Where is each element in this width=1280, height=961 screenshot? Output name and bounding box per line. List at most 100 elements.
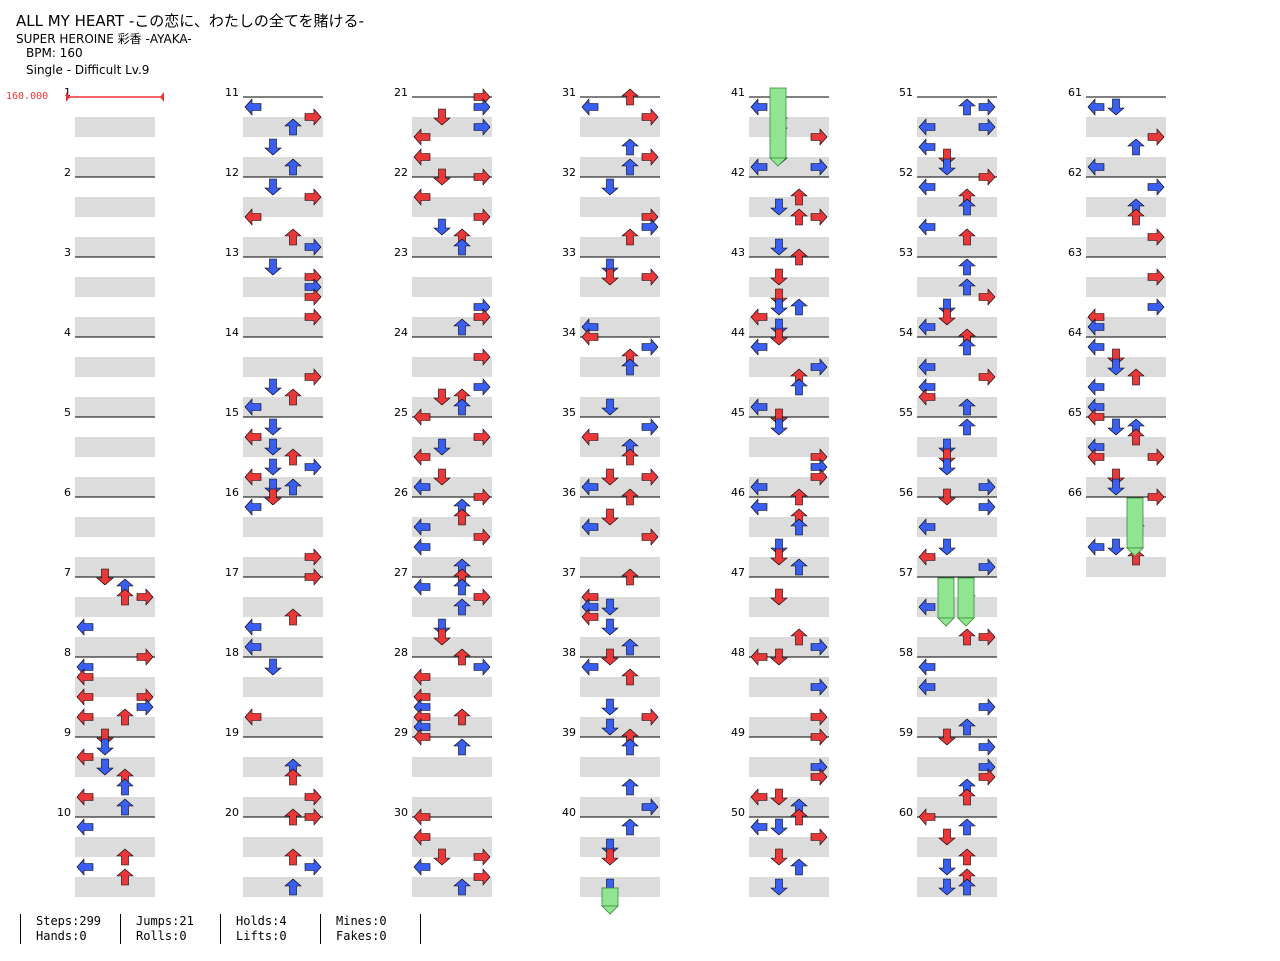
arrow-down-icon xyxy=(601,508,619,526)
beat-row xyxy=(412,757,492,777)
hold-body xyxy=(601,887,619,907)
arrow-up-icon xyxy=(958,258,976,276)
beat-row xyxy=(917,857,997,877)
measure-number: 43 xyxy=(731,246,745,259)
beat-row xyxy=(75,437,155,457)
beat-row xyxy=(75,237,155,257)
arrow-left-icon xyxy=(918,218,936,236)
arrow-down-icon xyxy=(601,838,619,856)
measure-number: 20 xyxy=(225,806,239,819)
beat-row xyxy=(412,297,492,317)
arrow-down-icon xyxy=(264,418,282,436)
arrow-down-icon xyxy=(96,758,114,776)
hold-body xyxy=(957,577,975,619)
beat-row xyxy=(243,357,323,377)
beat-row xyxy=(1086,197,1166,217)
beat-row xyxy=(917,117,997,137)
arrow-down-icon xyxy=(601,618,619,636)
arrow-right-icon xyxy=(1147,178,1165,196)
beat-row xyxy=(243,877,323,897)
beat-row xyxy=(243,237,323,257)
arrow-left-icon xyxy=(1087,158,1105,176)
arrow-right-icon xyxy=(978,558,996,576)
beat-row xyxy=(580,237,660,257)
beat-row xyxy=(1086,477,1166,497)
measure-number: 53 xyxy=(899,246,913,259)
beat-row xyxy=(917,497,997,517)
beat-row xyxy=(749,677,829,697)
arrow-right-icon xyxy=(473,208,491,226)
beat-row xyxy=(917,797,997,817)
arrow-down-icon xyxy=(770,408,788,426)
beat-row xyxy=(243,477,323,497)
beat-row xyxy=(412,857,492,877)
arrow-left-icon xyxy=(76,858,94,876)
arrow-left-icon xyxy=(750,818,768,836)
measure-number: 28 xyxy=(394,646,408,659)
hold-body xyxy=(937,577,955,619)
beat-row xyxy=(412,777,492,797)
arrow-up-icon xyxy=(284,158,302,176)
bpm-change-marker: 160.000 xyxy=(6,91,49,102)
arrow-down-icon xyxy=(770,648,788,666)
hands-count: Hands:0 xyxy=(36,929,87,943)
arrow-up-icon xyxy=(621,818,639,836)
arrow-down-icon xyxy=(938,858,956,876)
measure-number: 14 xyxy=(225,326,239,339)
beat-row xyxy=(75,277,155,297)
beat-row xyxy=(243,137,323,157)
beat-row xyxy=(412,577,492,597)
beat-row xyxy=(580,757,660,777)
arrow-left-icon xyxy=(244,638,262,656)
arrow-right-icon xyxy=(473,848,491,866)
beat-row xyxy=(243,377,323,397)
beat-row xyxy=(75,797,155,817)
beat-row xyxy=(412,117,492,137)
measure-number: 42 xyxy=(731,166,745,179)
arrow-left-icon xyxy=(1087,338,1105,356)
measure-number: 17 xyxy=(225,566,239,579)
beat-row xyxy=(75,417,155,437)
beat-row xyxy=(243,217,323,237)
beat-row xyxy=(580,277,660,297)
arrow-down-icon xyxy=(938,458,956,476)
beat-row xyxy=(243,657,323,677)
beat-row xyxy=(412,797,492,817)
measure-number: 1 xyxy=(64,86,71,99)
hold-tail xyxy=(601,905,619,915)
arrow-up-icon xyxy=(116,778,134,796)
arrow-left-icon xyxy=(413,408,431,426)
beat-row xyxy=(917,317,997,337)
beat-row xyxy=(1086,137,1166,157)
arrow-right-icon xyxy=(136,698,154,716)
measure-number: 55 xyxy=(899,406,913,419)
arrow-down-icon xyxy=(938,148,956,166)
arrow-left-icon xyxy=(244,428,262,446)
arrow-right-icon xyxy=(641,108,659,126)
hold-tail xyxy=(937,617,955,627)
beat-row xyxy=(749,697,829,717)
measure-number: 10 xyxy=(57,806,71,819)
arrow-left-icon xyxy=(918,118,936,136)
beat-row xyxy=(1086,357,1166,377)
arrow-right-icon xyxy=(304,108,322,126)
arrow-up-icon xyxy=(958,628,976,646)
beat-row xyxy=(917,697,997,717)
beat-row xyxy=(75,777,155,797)
beat-row xyxy=(412,457,492,477)
measure-number: 66 xyxy=(1068,486,1082,499)
beat-row xyxy=(749,317,829,337)
arrow-up-icon xyxy=(621,668,639,686)
arrow-left-icon xyxy=(750,338,768,356)
arrow-up-icon xyxy=(621,568,639,586)
arrow-left-icon xyxy=(918,678,936,696)
arrow-down-icon xyxy=(938,298,956,316)
arrow-left-icon xyxy=(918,548,936,566)
beat-row xyxy=(243,277,323,297)
arrow-left-icon xyxy=(244,498,262,516)
arrow-left-icon xyxy=(1087,448,1105,466)
arrow-left-icon xyxy=(413,478,431,496)
beat-row xyxy=(580,297,660,317)
beat-row xyxy=(749,817,829,837)
